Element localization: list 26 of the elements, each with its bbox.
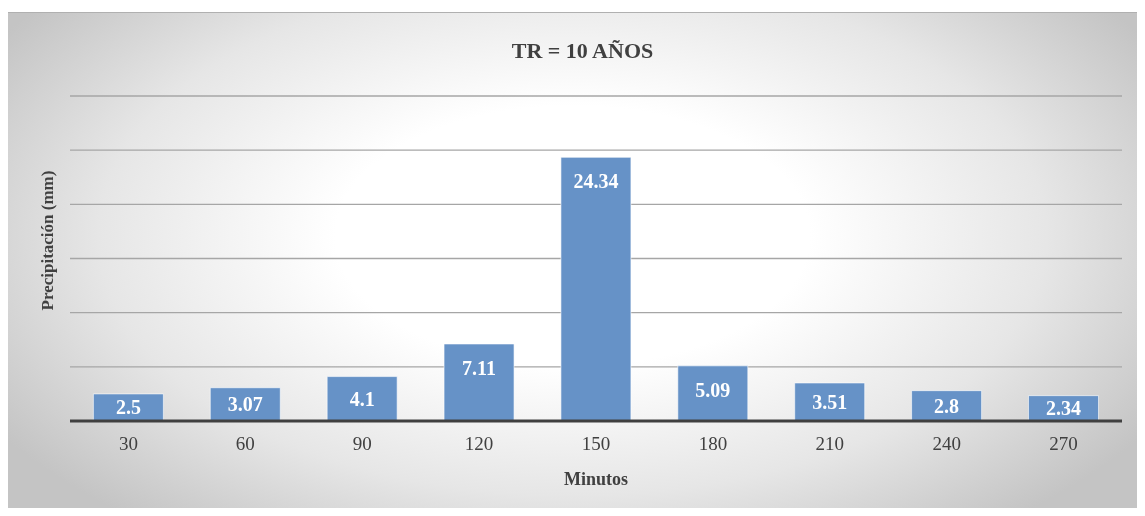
x-tick-label: 180 bbox=[698, 433, 728, 455]
chart-title: TR = 10 AÑOS bbox=[510, 37, 655, 65]
data-label: 2.5 bbox=[115, 396, 141, 419]
data-label: 24.34 bbox=[573, 170, 619, 193]
x-tick-label: 90 bbox=[352, 433, 372, 455]
bar bbox=[443, 343, 515, 421]
x-tick-label: 270 bbox=[1049, 433, 1078, 455]
data-label: 2.34 bbox=[1045, 397, 1081, 420]
x-tick-label: 210 bbox=[815, 433, 845, 455]
x-tick-label: 240 bbox=[932, 433, 961, 455]
x-tick-label: 150 bbox=[581, 433, 611, 455]
data-label: 3.07 bbox=[227, 393, 263, 416]
bar bbox=[677, 365, 749, 421]
data-label: 7.11 bbox=[462, 356, 496, 379]
data-label: 4.1 bbox=[349, 387, 375, 410]
data-label: 5.09 bbox=[695, 378, 731, 401]
x-axis-title: Minutos bbox=[563, 469, 629, 489]
y-axis-title: Precipitación (mm) bbox=[37, 170, 57, 311]
bar bbox=[560, 156, 632, 421]
bar bbox=[326, 376, 398, 421]
data-label: 3.51 bbox=[812, 390, 848, 413]
x-tick-label: 30 bbox=[118, 433, 138, 455]
x-tick-label: 60 bbox=[235, 433, 255, 455]
data-label: 2.8 bbox=[934, 394, 960, 417]
x-tick-label: 120 bbox=[464, 433, 494, 455]
bar bbox=[794, 382, 866, 421]
